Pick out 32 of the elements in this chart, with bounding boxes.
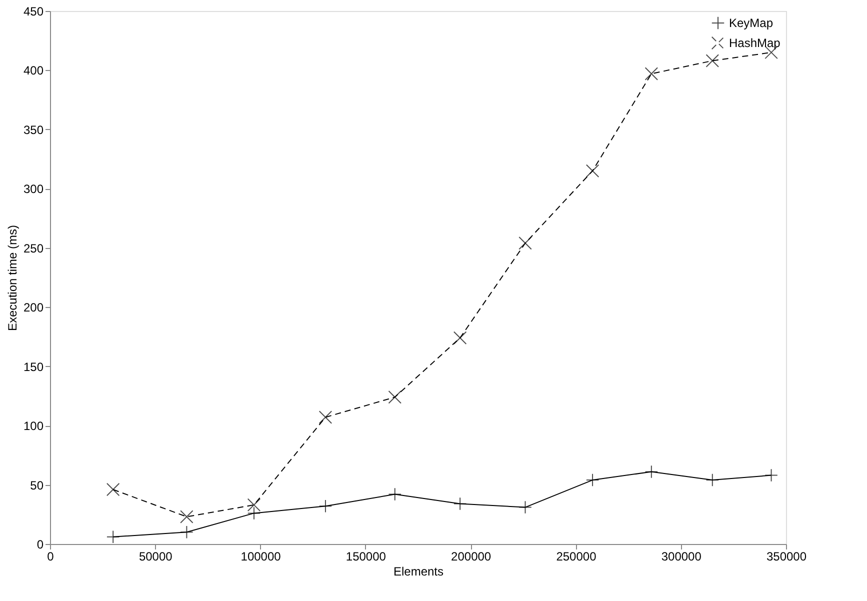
point xyxy=(586,164,600,178)
x-tick-label: 0 xyxy=(47,550,54,564)
x-tick-label: 150000 xyxy=(346,550,386,564)
y-tick-label: 300 xyxy=(23,182,44,196)
legend-label: HashMap xyxy=(729,36,781,50)
point xyxy=(180,510,194,524)
point xyxy=(706,54,720,68)
y-tick-label: 450 xyxy=(23,4,44,18)
point xyxy=(644,67,658,80)
y-tick-label: 400 xyxy=(23,64,44,78)
x-tick-label: 350000 xyxy=(766,550,807,564)
y-tick-label: 350 xyxy=(23,122,44,137)
x-tick-label: 100000 xyxy=(240,550,282,564)
point xyxy=(247,498,261,512)
x-axis-title: Elements xyxy=(393,564,444,578)
x-tick-label: 250000 xyxy=(556,550,597,564)
point xyxy=(318,410,332,424)
point xyxy=(518,236,532,250)
x-tick-label: 50000 xyxy=(138,550,173,564)
y-tick-label: 200 xyxy=(23,300,44,315)
point xyxy=(106,482,120,496)
y-tick-label: 100 xyxy=(23,419,44,434)
y-tick-label: 50 xyxy=(30,478,44,492)
y-tick-label: 0 xyxy=(36,538,44,552)
legend-label: KeyMap xyxy=(729,16,774,30)
point xyxy=(453,331,467,345)
point xyxy=(388,390,402,404)
y-tick-label: 250 xyxy=(23,241,44,256)
y-axis-title: Execution time (ms) xyxy=(5,224,20,332)
x-tick-label: 300000 xyxy=(661,550,702,564)
y-tick-label: 150 xyxy=(23,360,44,374)
x-tick-label: 200000 xyxy=(451,550,492,564)
